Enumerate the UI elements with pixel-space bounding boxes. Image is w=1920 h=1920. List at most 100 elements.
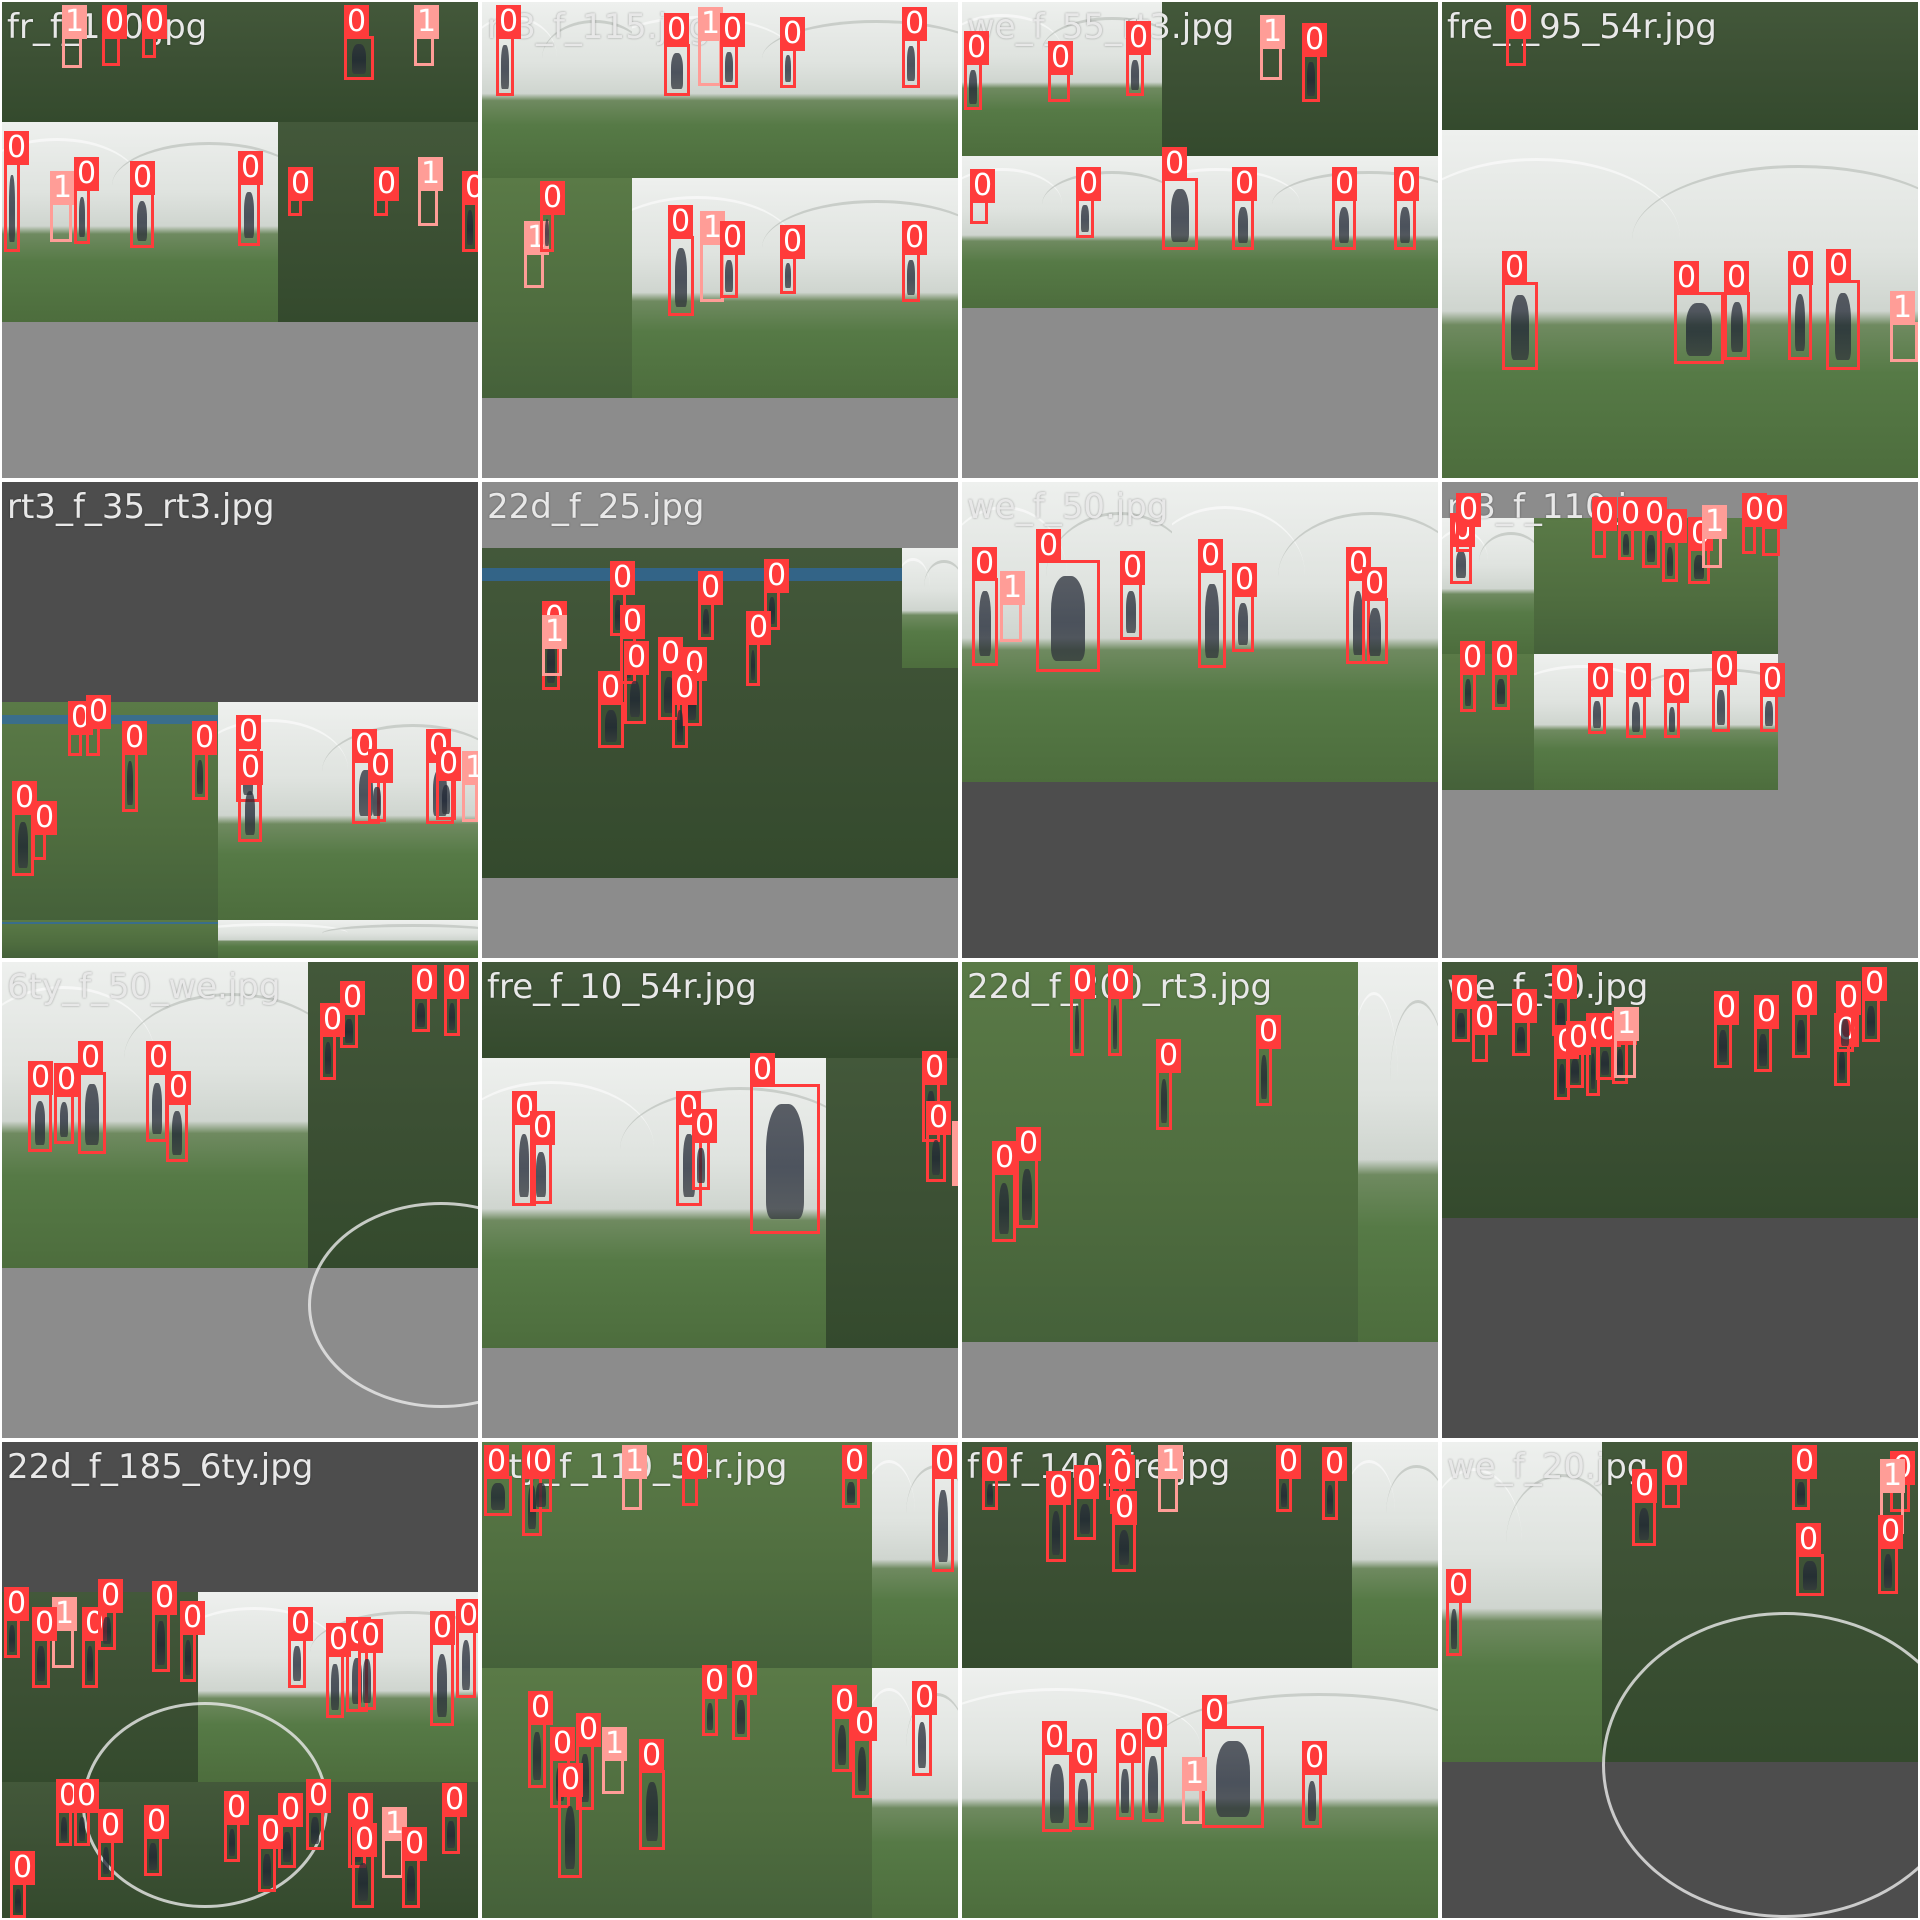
tile-filename: 22d_f_185_6ty.jpg (7, 1447, 314, 1487)
player-figure (87, 1646, 93, 1682)
player-figure (1074, 1005, 1080, 1049)
bbox-class-0: 0 (344, 5, 374, 80)
player-figure (345, 1018, 353, 1043)
bbox-class-0: 0 (902, 7, 928, 88)
bbox-class-0: 0 (1492, 641, 1518, 710)
player-figure (59, 1102, 69, 1138)
bbox-class-0: 0 (624, 641, 650, 724)
bbox-class-0: 0 (412, 965, 438, 1032)
player-figure (1759, 1033, 1767, 1066)
bbox-class-0: 0 (142, 5, 168, 58)
player-figure (615, 599, 621, 630)
class-label: 0 (624, 641, 650, 675)
bbox-class-0: 0 (1120, 551, 1146, 640)
bbox-class-0: 0 (28, 1061, 54, 1152)
class-label: 0 (144, 1805, 170, 1839)
player-figure (998, 1182, 1010, 1234)
player-figure (79, 197, 85, 237)
class-label: 0 (1120, 551, 1146, 585)
bbox-class-0: 0 (1632, 1469, 1658, 1546)
class-label: 1 (1614, 1007, 1640, 1041)
bbox-class-0: 0 (1512, 989, 1538, 1056)
class-label: 0 (558, 1763, 584, 1797)
bbox-class-0: 0 (496, 5, 522, 96)
bbox-class-1: 1 (1614, 1007, 1640, 1078)
class-label: 0 (142, 5, 168, 39)
mosaic-tile: fr_f_140.jpg10001010000010 (2, 2, 478, 478)
mosaic-tile: fr_f_140_fre.jpg0000001000000010 (962, 1442, 1438, 1918)
class-label: 0 (1116, 1729, 1142, 1763)
player-figure (1051, 1511, 1061, 1555)
bbox-class-0: 0 (1332, 167, 1358, 250)
class-label: 0 (639, 1739, 665, 1773)
bbox-class-0: 0 (74, 1779, 100, 1846)
player-figure (533, 1732, 541, 1781)
class-label: 0 (1552, 965, 1578, 999)
bbox-class-0: 0 (1836, 981, 1862, 1052)
player-figure (325, 1041, 331, 1074)
bbox-class-0: 0 (598, 671, 624, 748)
tile-filename: we_f_50.jpg (967, 487, 1169, 527)
player-figure (536, 1482, 546, 1507)
player-figure (363, 1659, 371, 1703)
class-label: 0 (1788, 251, 1814, 285)
class-label: 1 (1702, 505, 1728, 539)
bbox-class-1: 1 (700, 211, 726, 302)
player-figure (127, 761, 133, 805)
bbox-class-0: 0 (750, 1053, 820, 1234)
player-figure (1834, 293, 1852, 361)
bbox-class-0: 0 (732, 1661, 758, 1740)
player-figure (1022, 1168, 1032, 1220)
player-figure (103, 1847, 109, 1875)
bbox-class-0: 0 (10, 1851, 36, 1918)
bbox-class-0: 0 (1552, 965, 1578, 1036)
player-figure (1717, 690, 1725, 726)
tile-filename: 22d_f_25.jpg (487, 487, 705, 527)
class-label: 0 (102, 5, 128, 39)
mosaic-tile: we_f_50.jpg 0 1 0 0 0 0 0 0 (962, 482, 1438, 958)
class-label: 0 (1322, 1447, 1348, 1481)
player-figure (9, 175, 15, 243)
class-label: 0 (1760, 663, 1786, 697)
bbox-class-0: 0 (1760, 663, 1786, 732)
bbox-class-0: 0 (720, 13, 746, 88)
player-figure (1216, 1740, 1250, 1818)
player-figure (697, 1148, 705, 1184)
class-label: 0 (972, 547, 998, 581)
class-label: 0 (682, 1445, 708, 1479)
player-figure (157, 1621, 165, 1665)
class-label: 1 (1000, 571, 1026, 605)
player-figure (311, 1817, 319, 1845)
class-label: 0 (1276, 1445, 1302, 1479)
bbox-class-0: 0 (462, 171, 478, 252)
bbox-class-0: 0 (1662, 1451, 1688, 1508)
bbox-class-0: 0 (1762, 495, 1788, 556)
dome-photo-region (1162, 156, 1438, 308)
player-figure (1497, 678, 1505, 705)
bbox-class-1: 1 (1260, 15, 1286, 80)
player-figure (518, 1134, 530, 1197)
player-figure (1118, 1530, 1130, 1566)
player-figure (969, 70, 977, 104)
class-label: 0 (1460, 641, 1486, 675)
class-label: 0 (496, 5, 522, 39)
mosaic-tile: rt3_f_110.jpg 0 0 0 0 0 0 0 1 0 0 0 0 0 0 0 0 0 (1442, 482, 1918, 958)
player-figure (1281, 1482, 1287, 1507)
class-label: 1 (382, 1807, 408, 1841)
class-label: 0 (122, 721, 148, 755)
class-label: 0 (412, 965, 438, 999)
player-figure (18, 821, 28, 869)
player-figure (1685, 302, 1713, 356)
player-figure (149, 1843, 157, 1871)
player-figure (1400, 206, 1410, 244)
class-label: 0 (1048, 41, 1074, 75)
player-figure (1511, 294, 1529, 361)
player-figure (1171, 188, 1189, 242)
class-label: 1 (414, 5, 440, 39)
mosaic-tile: rt3_f_115.jpg 0 0 1 0 0 0 0 1 0 0 0 1 0 (482, 2, 958, 478)
bbox-class-0: 0 (1362, 567, 1388, 664)
class-label: 0 (238, 751, 264, 785)
class-label: 0 (692, 1109, 718, 1143)
player-figure (1617, 1049, 1623, 1079)
